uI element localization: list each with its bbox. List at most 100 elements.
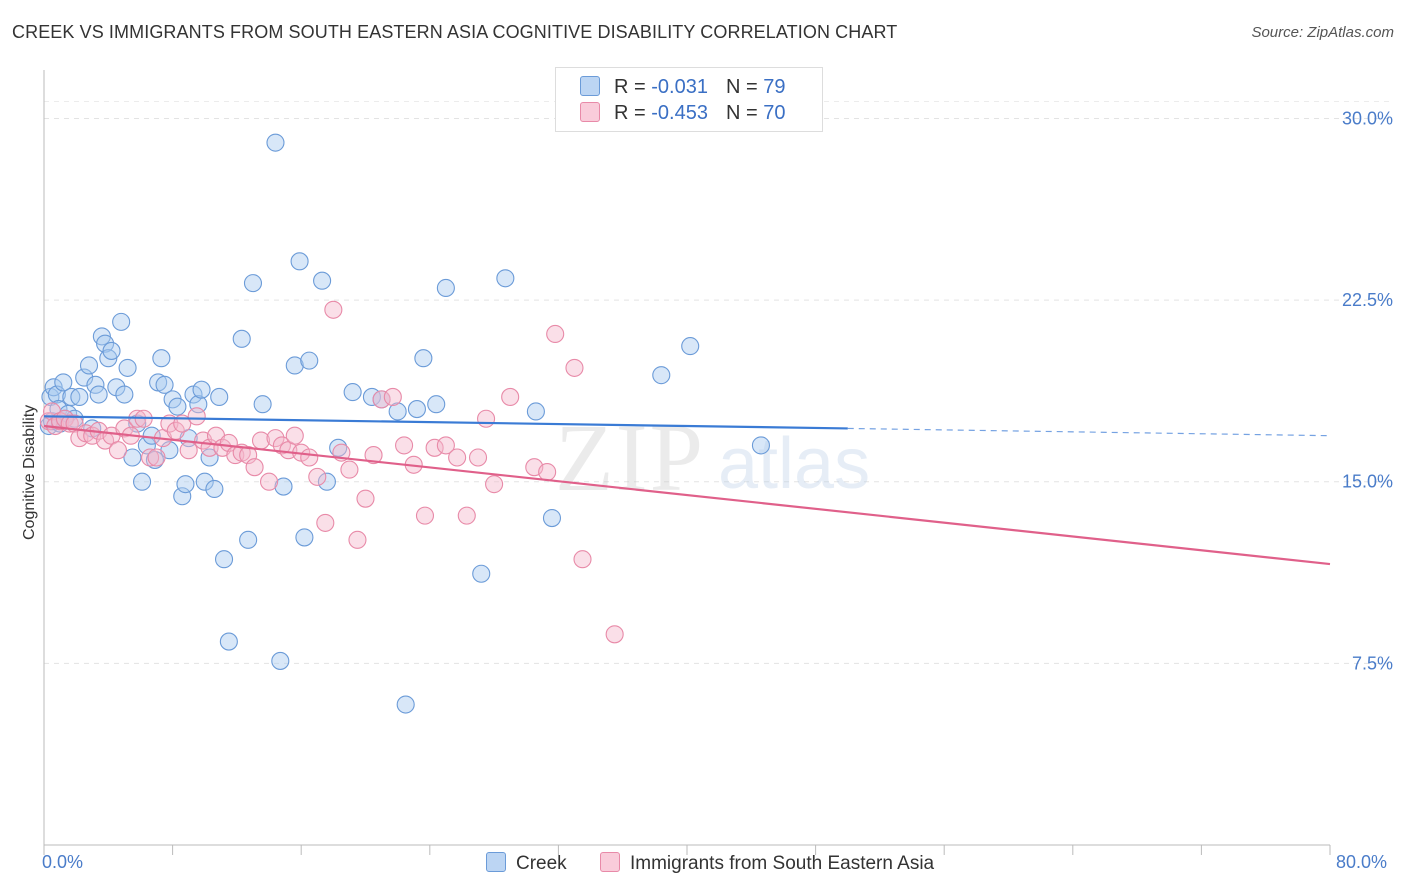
point-immigrants <box>108 441 127 460</box>
point-creek <box>173 487 192 506</box>
point-creek <box>79 356 99 375</box>
legend-n-value: 70 <box>763 102 786 124</box>
point-creek <box>496 269 515 288</box>
point-immigrants <box>538 462 557 482</box>
point-immigrants <box>477 409 496 428</box>
point-creek <box>414 349 433 368</box>
legend-row-creek: R = -0.031 N = 79 <box>580 76 785 100</box>
point-immigrants <box>285 426 304 445</box>
point-creek <box>274 477 293 496</box>
series-immigrants <box>39 300 624 644</box>
point-creek <box>205 479 224 499</box>
bottom-legend-swatch-immigrants <box>600 852 620 872</box>
point-immigrants <box>147 448 166 467</box>
point-creek <box>526 402 545 421</box>
point-creek <box>195 472 214 491</box>
point-creek <box>343 383 362 402</box>
point-immigrants <box>436 436 455 455</box>
point-creek <box>317 472 336 491</box>
point-creek <box>313 271 332 290</box>
point-creek <box>200 448 219 467</box>
y-tick-label: 15.0% <box>1342 472 1393 492</box>
point-creek <box>253 395 272 414</box>
point-immigrants <box>501 387 520 407</box>
y-tick-label: 22.5% <box>1342 290 1393 310</box>
point-creek <box>542 508 562 528</box>
point-creek <box>239 530 258 549</box>
point-immigrants <box>546 324 565 344</box>
grid-lines <box>44 100 1392 664</box>
point-immigrants <box>187 407 206 426</box>
point-creek <box>75 368 94 387</box>
point-immigrants <box>115 419 134 438</box>
point-immigrants <box>308 467 327 486</box>
y-tick-label: 30.0% <box>1342 108 1393 128</box>
point-creek <box>329 438 348 457</box>
point-immigrants <box>348 530 367 549</box>
point-immigrants <box>245 458 264 477</box>
point-immigrants <box>573 550 592 569</box>
point-creek <box>266 133 285 152</box>
point-immigrants <box>383 387 402 407</box>
point-creek <box>192 380 211 399</box>
trend-lines <box>43 415 1331 566</box>
point-creek <box>214 550 234 569</box>
point-immigrants <box>395 436 414 455</box>
point-immigrants <box>179 441 198 460</box>
legend-swatch-immigrants <box>580 102 600 122</box>
point-creek <box>300 351 319 370</box>
point-creek <box>681 337 700 356</box>
point-creek <box>133 472 152 491</box>
watermark: ZIP atlas <box>555 404 870 511</box>
point-immigrants <box>372 390 391 409</box>
trend-line-immigrants <box>43 424 1331 566</box>
bottom-legend-label: Creek <box>516 853 567 874</box>
axes <box>43 70 1331 855</box>
legend-row-immigrants: R = -0.453 N = 70 <box>580 102 785 126</box>
point-immigrants <box>364 446 383 465</box>
point-creek <box>232 329 251 348</box>
point-immigrants <box>485 475 504 494</box>
point-creek <box>388 402 407 421</box>
trend-line-creek <box>43 415 848 430</box>
legend-r-label: R = <box>614 102 652 124</box>
point-creek <box>271 651 290 670</box>
point-creek <box>123 448 142 467</box>
point-immigrants <box>340 460 359 479</box>
x-tick-max: 80.0% <box>1336 852 1388 872</box>
point-creek <box>152 349 171 368</box>
y-tick-label: 7.5% <box>1352 653 1393 673</box>
point-immigrants <box>457 506 476 525</box>
point-immigrants <box>415 506 435 525</box>
trend-line-creek-extension <box>847 427 1331 437</box>
legend-r-value: -0.031 <box>651 76 708 98</box>
point-creek <box>115 385 134 404</box>
bottom-legend-label: Immigrants from South Eastern Asia <box>630 853 935 874</box>
point-immigrants <box>468 448 488 467</box>
point-creek <box>396 695 415 714</box>
point-creek <box>427 395 446 414</box>
chart-title: CREEK VS IMMIGRANTS FROM SOUTH EASTERN A… <box>12 22 898 42</box>
point-creek <box>112 312 131 331</box>
point-creek <box>210 387 229 407</box>
point-creek <box>751 436 770 455</box>
source-label: Source: ZipAtlas.com <box>1251 24 1394 41</box>
point-creek <box>176 475 195 494</box>
bottom-legend-creek: Creek <box>486 852 567 875</box>
point-immigrants <box>324 300 343 319</box>
point-immigrants <box>259 472 279 491</box>
watermark-atlas: atlas <box>718 424 870 504</box>
point-creek <box>96 334 115 353</box>
point-creek <box>285 356 304 375</box>
point-immigrants <box>316 513 335 532</box>
point-creek <box>118 358 137 377</box>
x-tick-min: 0.0% <box>42 852 84 872</box>
point-creek <box>219 632 238 651</box>
point-creek <box>243 274 263 293</box>
legend-n-label: N = <box>725 76 764 98</box>
point-creek <box>168 397 187 416</box>
point-creek <box>102 341 121 360</box>
point-creek <box>54 373 73 392</box>
point-creek <box>436 278 455 298</box>
